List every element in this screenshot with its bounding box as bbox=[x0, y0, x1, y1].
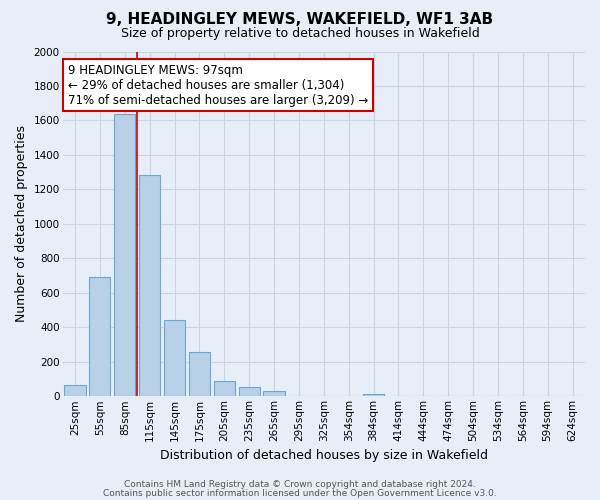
Text: Contains HM Land Registry data © Crown copyright and database right 2024.: Contains HM Land Registry data © Crown c… bbox=[124, 480, 476, 489]
Bar bbox=[239, 388, 260, 396]
Bar bbox=[263, 392, 284, 396]
Bar bbox=[139, 175, 160, 396]
Text: Size of property relative to detached houses in Wakefield: Size of property relative to detached ho… bbox=[121, 28, 479, 40]
Y-axis label: Number of detached properties: Number of detached properties bbox=[15, 126, 28, 322]
Bar bbox=[89, 278, 110, 396]
Text: 9 HEADINGLEY MEWS: 97sqm
← 29% of detached houses are smaller (1,304)
71% of sem: 9 HEADINGLEY MEWS: 97sqm ← 29% of detach… bbox=[68, 64, 368, 106]
Bar bbox=[114, 114, 136, 397]
Bar bbox=[214, 380, 235, 396]
Bar bbox=[189, 352, 210, 397]
X-axis label: Distribution of detached houses by size in Wakefield: Distribution of detached houses by size … bbox=[160, 450, 488, 462]
Bar bbox=[164, 320, 185, 396]
Bar bbox=[363, 394, 384, 396]
Bar bbox=[64, 385, 86, 396]
Text: 9, HEADINGLEY MEWS, WAKEFIELD, WF1 3AB: 9, HEADINGLEY MEWS, WAKEFIELD, WF1 3AB bbox=[106, 12, 494, 28]
Text: Contains public sector information licensed under the Open Government Licence v3: Contains public sector information licen… bbox=[103, 488, 497, 498]
